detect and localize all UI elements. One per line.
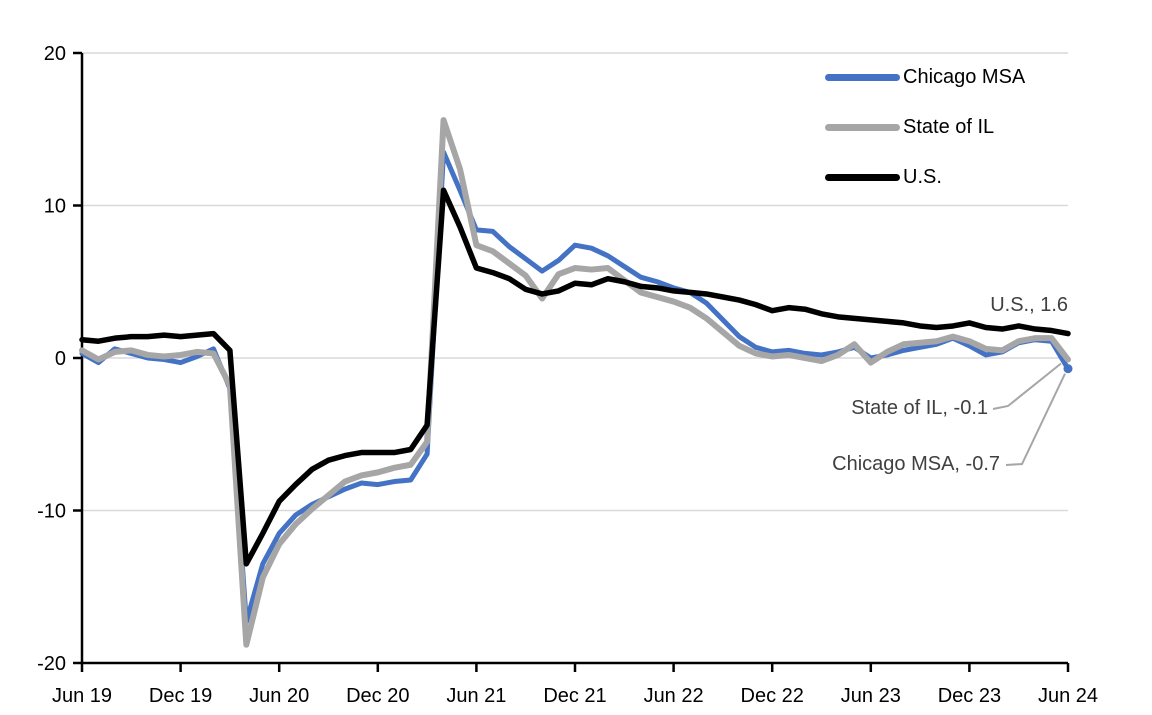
series-line-u-s- [79,187,1071,567]
x-tick-label-9: Dec 23 [938,685,1001,707]
legend-label-us: U.S. [903,166,942,188]
x-tick-label-10: Jun 24 [1038,685,1098,707]
y-tick-label--20: -20 [37,653,66,675]
x-tick-label-4: Jun 21 [446,685,506,707]
y-tick-label-10: 10 [44,196,66,218]
legend-item-state-of-il: State of IL [825,113,1025,141]
series-line-state-of-il [79,117,1071,648]
data-label-chicago-msa: Chicago MSA, -0.7 [832,453,1000,475]
legend-label-state-of-il: State of IL [903,116,995,138]
legend-swatch-us [825,173,900,181]
legend-label-chicago-msa: Chicago MSA [903,66,1026,88]
x-tick-label-7: Dec 22 [741,685,804,707]
x-tick-label-6: Jun 22 [644,685,704,707]
x-tick-label-2: Jun 20 [249,685,309,707]
x-tick-label-8: Jun 23 [841,685,901,707]
x-tick-label-5: Dec 21 [543,685,606,707]
y-tick-label--10: -10 [37,501,66,523]
x-tick-label-1: Dec 19 [149,685,212,707]
leader-line-state-of-il [992,362,1062,410]
data-label-us: U.S., 1.6 [990,294,1068,316]
y-tick-label-20: 20 [44,43,66,65]
leader-line-chicago-msa [1005,373,1066,466]
legend-item-chicago-msa: Chicago MSA [825,63,1025,91]
legend-swatch-chicago-msa [825,73,900,81]
data-label-state-of-il: State of IL, -0.1 [851,397,988,419]
chart-legend: Chicago MSA State of IL U.S. [825,63,1025,191]
series-endpoint-chicago-msa [1063,364,1073,374]
legend-item-us: U.S. [825,163,1025,191]
y-tick-label-0: 0 [55,348,66,370]
legend-swatch-state-of-il [825,123,900,131]
x-tick-label-3: Dec 20 [346,685,409,707]
x-tick-label-0: Jun 19 [52,685,112,707]
